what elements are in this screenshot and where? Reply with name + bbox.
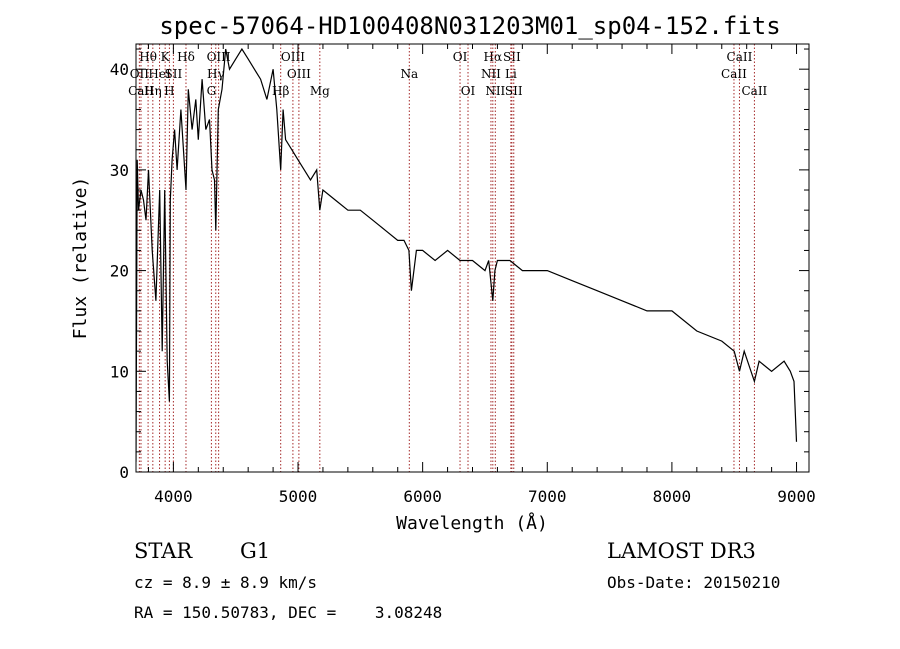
- cz-value: cz = 8.9 ± 8.9 km/s: [134, 573, 318, 592]
- line-marker-label: Hβ: [272, 84, 289, 98]
- line-marker-label: G: [207, 84, 217, 98]
- x-tick-label: 5000: [279, 487, 318, 506]
- line-marker-label: OIII: [281, 50, 305, 64]
- y-tick-label: 40: [110, 60, 129, 79]
- line-marker-label: Hη: [144, 84, 162, 98]
- line-marker-label: Hδ: [177, 50, 195, 64]
- x-tick-label: 7000: [528, 487, 567, 506]
- y-tick-label: 0: [119, 463, 129, 482]
- line-marker-label: CaII: [741, 84, 767, 98]
- x-tick-label: 8000: [653, 487, 692, 506]
- line-marker-label: OI: [461, 84, 476, 98]
- x-tick-label: 6000: [403, 487, 442, 506]
- line-marker-label: OIII: [287, 67, 311, 81]
- line-marker-label: SII: [503, 50, 521, 64]
- line-marker-label: Mg: [310, 84, 330, 98]
- x-axis-label: Wavelength (Å): [396, 512, 548, 534]
- y-axis: 0 10 20 30 40: [110, 48, 809, 482]
- line-marker-label: CaII: [727, 50, 753, 64]
- line-marker-label: CaII: [721, 67, 747, 81]
- plot-frame: [135, 43, 810, 473]
- line-marker-label: SII: [165, 67, 183, 81]
- survey-label: LAMOST DR3: [607, 539, 756, 563]
- subclass-label: G1: [240, 539, 271, 563]
- x-tick-label: 4000: [154, 487, 193, 506]
- spectrum-series: [136, 47, 798, 462]
- y-axis-label: Flux (relative): [70, 177, 91, 340]
- line-marker-label: Hθ: [139, 50, 157, 64]
- line-marker-label: Hα: [484, 50, 503, 64]
- ra-dec-value: RA = 150.50783, DEC = 3.08248: [134, 603, 443, 622]
- line-marker-label: CaII: [128, 84, 154, 98]
- line-marker-label: OI: [453, 50, 468, 64]
- line-marker-label: Na: [400, 67, 418, 81]
- line-marker-label: SII: [505, 84, 523, 98]
- obs-date: Obs-Date: 20150210: [607, 573, 781, 592]
- class-label: STAR: [134, 539, 193, 563]
- line-marker-label: Hγ: [207, 67, 225, 81]
- y-tick-label: 10: [110, 362, 129, 381]
- line-marker-label: OII: [130, 67, 150, 81]
- line-marker-label: HeI: [148, 67, 171, 81]
- spectrum-line: [136, 47, 798, 462]
- x-tick-label: 9000: [777, 487, 816, 506]
- chart-title: spec-57064-HD100408N031203M01_sp04-152.f…: [159, 12, 780, 40]
- line-marker-label: H: [164, 84, 174, 98]
- x-axis: 4000 5000 6000 7000 8000 9000: [147, 44, 816, 506]
- y-tick-label: 30: [110, 161, 129, 180]
- line-marker-label: NII: [485, 84, 505, 98]
- line-marker-label: K: [161, 50, 171, 64]
- y-tick-label: 20: [110, 262, 129, 281]
- line-marker-label: NII: [481, 67, 501, 81]
- line-marker-label: Li: [505, 67, 517, 81]
